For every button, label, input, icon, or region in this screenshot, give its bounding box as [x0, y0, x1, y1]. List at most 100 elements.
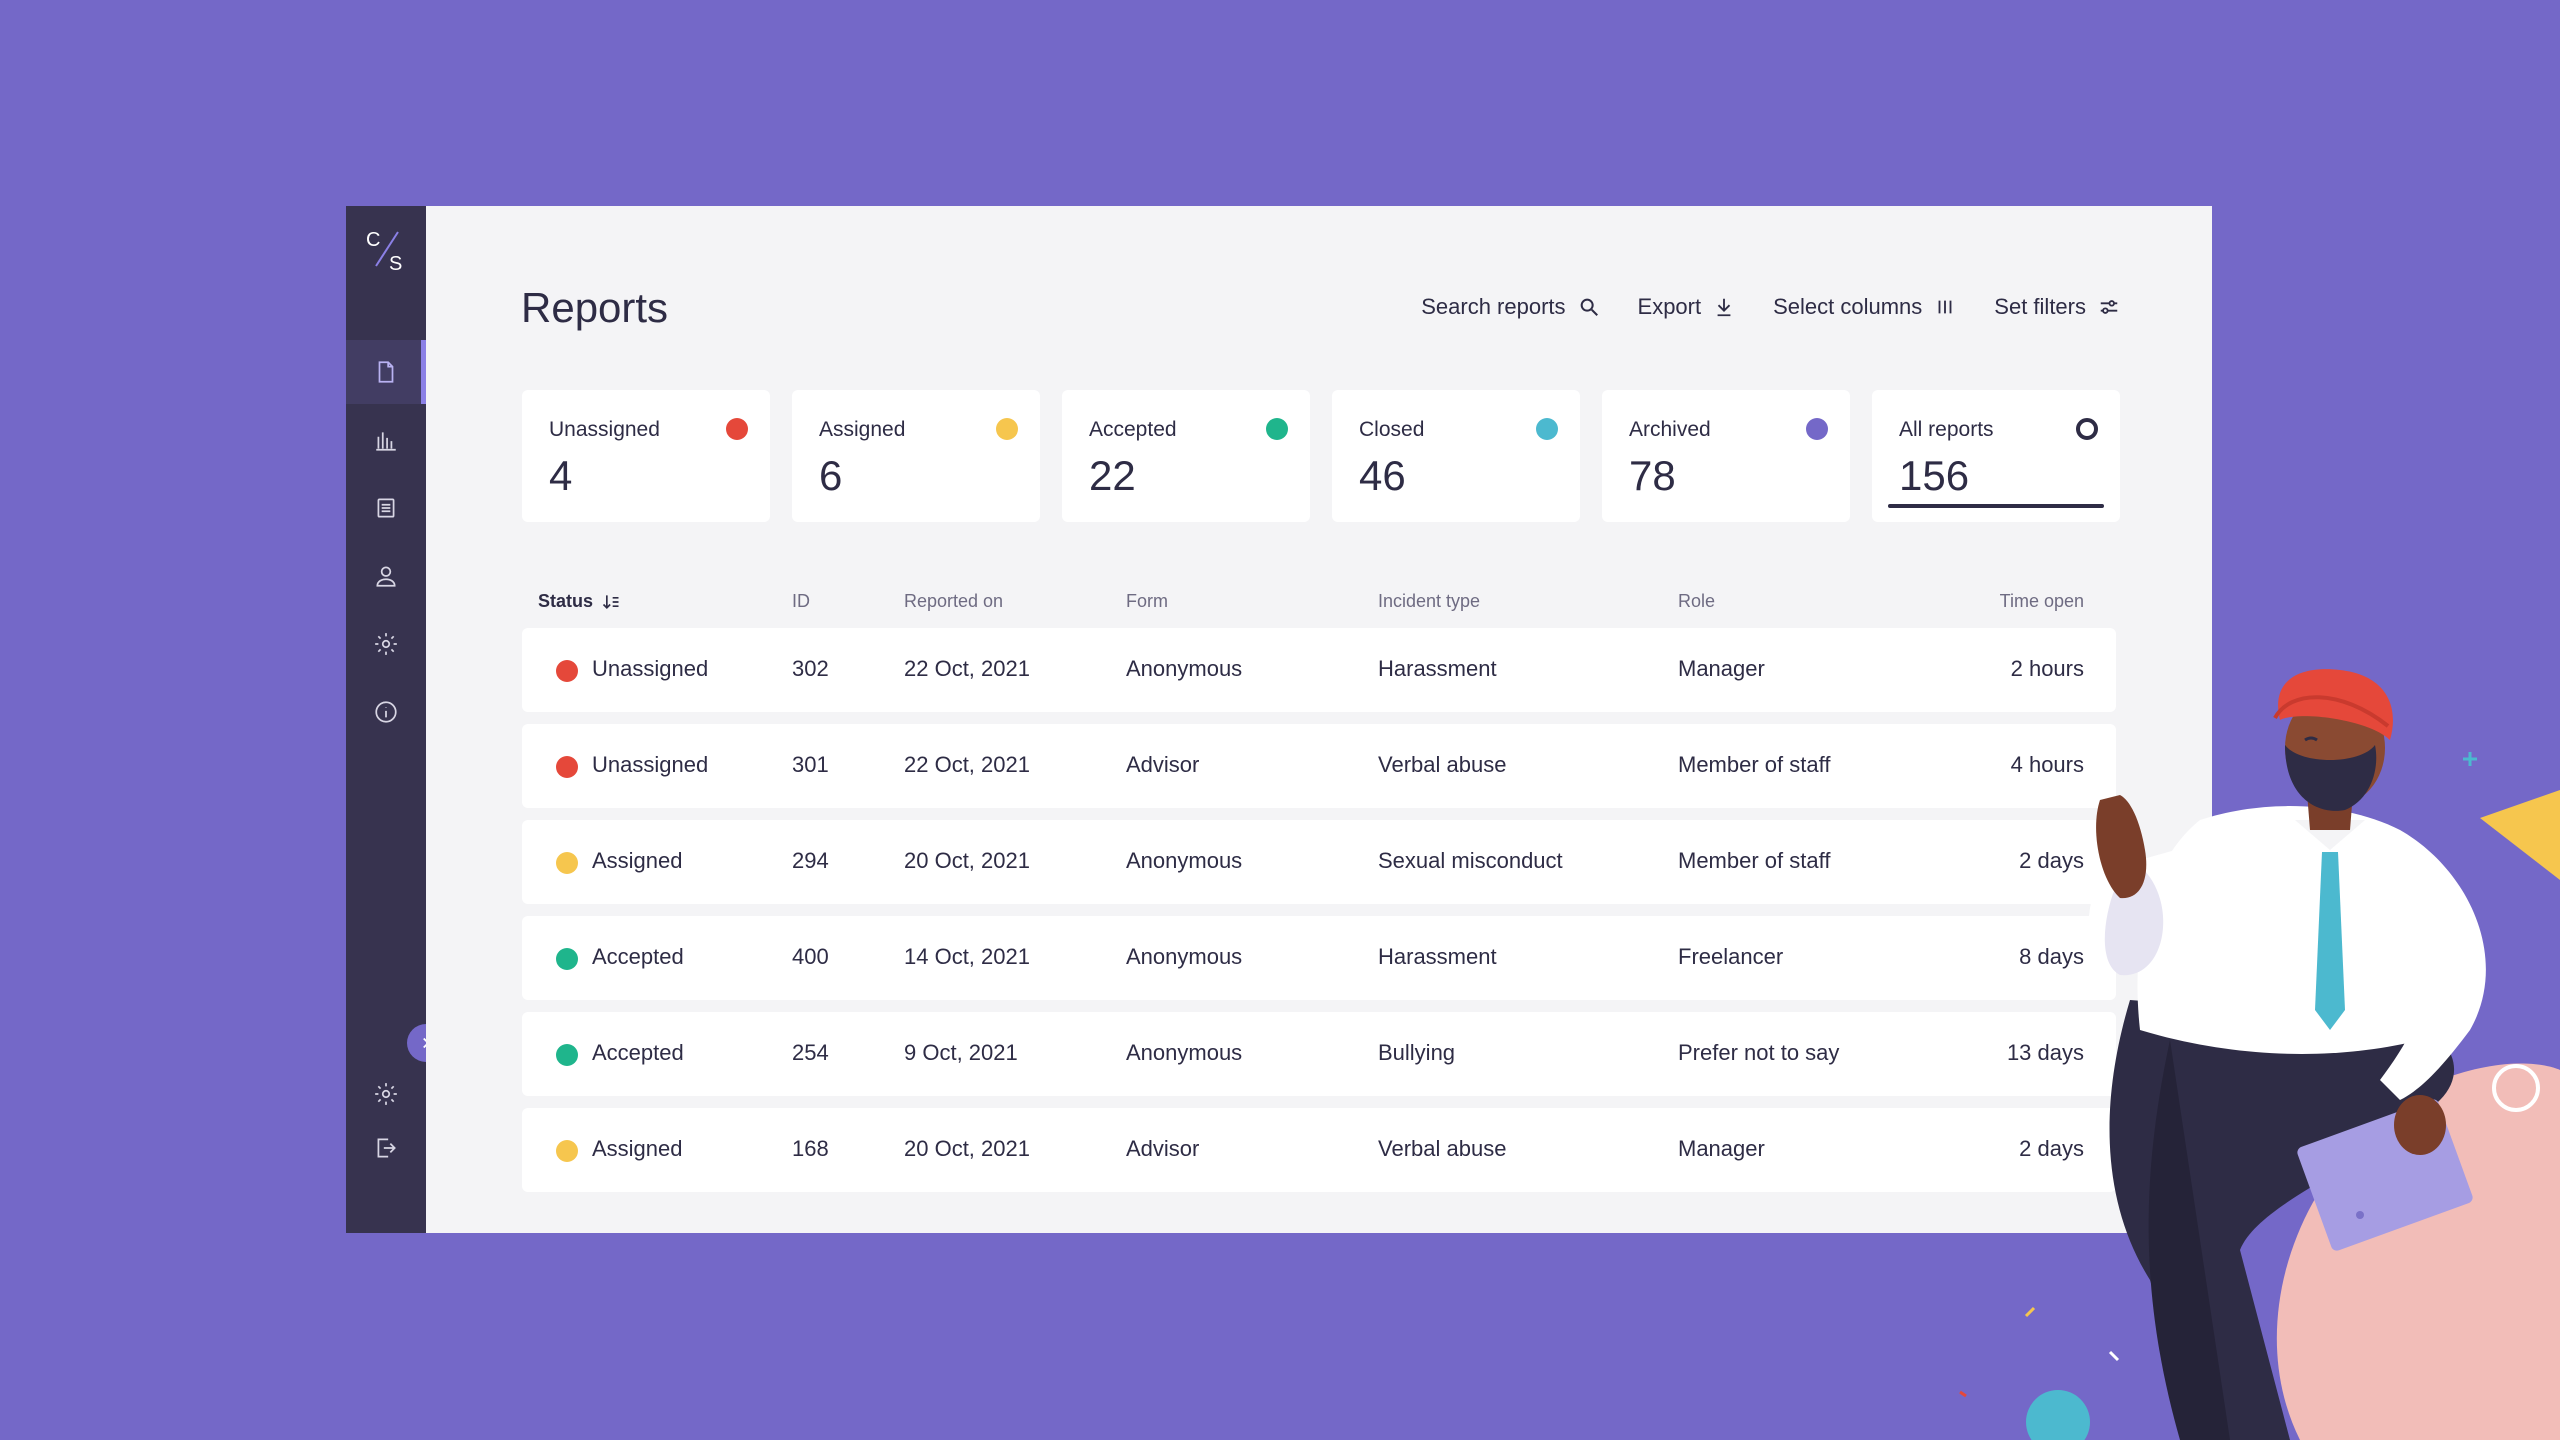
card-label: Closed [1359, 418, 1425, 441]
id-cell: 254 [792, 1040, 829, 1065]
document-icon [378, 361, 394, 383]
role-cell: Prefer not to say [1678, 1040, 1840, 1065]
form-cell: Anonymous [1126, 1040, 1243, 1065]
id-cell: 294 [792, 848, 829, 873]
column-header-reported-on[interactable]: Reported on [904, 591, 1004, 611]
incident-type-cell: Verbal abuse [1378, 1136, 1507, 1161]
column-header-incident-type[interactable]: Incident type [1378, 591, 1481, 611]
column-header-id[interactable]: ID [792, 591, 810, 611]
date-cell: 20 Oct, 2021 [904, 848, 1030, 873]
table-row[interactable]: Accepted 254 9 Oct, 2021 Anonymous Bully… [522, 1012, 2116, 1096]
form-cell: Anonymous [1126, 848, 1243, 873]
date-cell: 22 Oct, 2021 [904, 656, 1030, 681]
card-value: 6 [819, 452, 843, 499]
status-dot [996, 418, 1018, 440]
svg-text:S: S [389, 253, 402, 274]
table-row[interactable]: Unassigned 301 22 Oct, 2021 Advisor Verb… [522, 724, 2116, 808]
svg-text:C: C [366, 229, 380, 251]
table-row[interactable]: Assigned 294 20 Oct, 2021 Anonymous Sexu… [522, 820, 2116, 904]
status-cell: Accepted [592, 944, 684, 969]
status-dot [556, 756, 578, 778]
sidebar-item-list[interactable] [346, 476, 426, 540]
select-columns-button[interactable]: Select columns [1773, 294, 1956, 320]
column-header-time-open[interactable]: Time open [1999, 591, 2084, 611]
search-reports-label: Search reports [1421, 294, 1566, 319]
status-dot [556, 1044, 578, 1066]
form-cell: Advisor [1126, 1136, 1200, 1161]
status-cell: Assigned [592, 848, 683, 873]
incident-type-cell: Sexual misconduct [1378, 848, 1563, 873]
card-archived[interactable]: Archived 78 [1602, 390, 1850, 522]
sidebar-item-account-settings[interactable] [346, 1062, 426, 1126]
logo: C S [366, 229, 402, 274]
gear-icon [375, 1083, 397, 1105]
search-reports-button[interactable]: Search reports [1421, 294, 1599, 320]
sort-icon [602, 594, 619, 609]
list-icon [377, 498, 395, 518]
sidebar-item-settings[interactable] [346, 612, 426, 676]
card-value: 78 [1629, 452, 1676, 499]
export-label: Export [1637, 294, 1702, 319]
user-icon [376, 566, 396, 587]
table-row[interactable]: Accepted 400 14 Oct, 2021 Anonymous Hara… [522, 916, 2116, 1000]
status-dot [556, 1140, 578, 1162]
card-label: Assigned [819, 418, 906, 441]
form-cell: Anonymous [1126, 656, 1243, 681]
time-open-cell: 8 days [2019, 944, 2084, 969]
form-cell: Anonymous [1126, 944, 1243, 969]
date-cell: 22 Oct, 2021 [904, 752, 1030, 777]
status-dot [726, 418, 748, 440]
column-header-form[interactable]: Form [1126, 591, 1168, 611]
incident-type-cell: Bullying [1378, 1040, 1456, 1065]
table-row[interactable]: Unassigned 302 22 Oct, 2021 Anonymous Ha… [522, 628, 2116, 712]
download-icon [1717, 298, 1731, 317]
status-dot [1806, 418, 1828, 440]
status-dot [556, 948, 578, 970]
status-cell: Unassigned [592, 656, 709, 681]
column-header-status[interactable]: Status [538, 591, 621, 612]
incident-type-cell: Harassment [1378, 944, 1497, 969]
columns-icon [1938, 300, 1952, 314]
status-cell: Assigned [592, 1136, 683, 1161]
sliders-icon [2100, 300, 2118, 314]
sidebar-item-analytics[interactable] [346, 408, 426, 472]
sidebar-item-reports[interactable] [346, 340, 426, 404]
card-label: Accepted [1089, 418, 1177, 441]
sidebar-item-users[interactable] [346, 544, 426, 608]
card-accepted[interactable]: Accepted 22 [1062, 390, 1310, 522]
incident-type-cell: Verbal abuse [1378, 752, 1507, 777]
status-cell: Unassigned [592, 752, 709, 777]
status-dot [556, 660, 578, 682]
card-assigned[interactable]: Assigned 6 [792, 390, 1040, 522]
id-cell: 301 [792, 752, 829, 777]
date-cell: 14 Oct, 2021 [904, 944, 1030, 969]
role-cell: Member of staff [1678, 848, 1831, 873]
card-all-reports[interactable]: All reports 156 [1872, 390, 2120, 522]
reports-table: Unassigned 302 22 Oct, 2021 Anonymous Ha… [522, 628, 2116, 1204]
role-cell: Member of staff [1678, 752, 1831, 777]
table-row[interactable]: Assigned 168 20 Oct, 2021 Advisor Verbal… [522, 1108, 2116, 1192]
column-header-role[interactable]: Role [1678, 591, 1716, 611]
status-dot [1536, 418, 1558, 440]
select-columns-label: Select columns [1773, 294, 1923, 319]
sidebar-item-info[interactable] [346, 680, 426, 744]
card-label: Unassigned [549, 418, 660, 441]
time-open-cell: 2 days [2019, 1136, 2084, 1161]
search-icon [1580, 298, 1598, 316]
export-button[interactable]: Export [1638, 294, 1736, 320]
sidebar-item-logout[interactable] [346, 1116, 426, 1180]
card-closed[interactable]: Closed 46 [1332, 390, 1580, 522]
status-dot [556, 852, 578, 874]
sidebar: C S [346, 206, 445, 1233]
set-filters-button[interactable]: Set filters [1994, 294, 2120, 320]
card-value: 156 [1899, 452, 1970, 499]
card-unassigned[interactable]: Unassigned 4 [522, 390, 770, 522]
date-cell: 20 Oct, 2021 [904, 1136, 1030, 1161]
info-icon [375, 701, 397, 723]
card-label: All reports [1899, 418, 1994, 441]
table-header: Status ID Reported on Form Incident type… [522, 591, 2116, 621]
status-dot [1266, 418, 1288, 440]
card-label: Archived [1629, 418, 1711, 441]
id-cell: 168 [792, 1136, 829, 1161]
id-cell: 302 [792, 656, 829, 681]
